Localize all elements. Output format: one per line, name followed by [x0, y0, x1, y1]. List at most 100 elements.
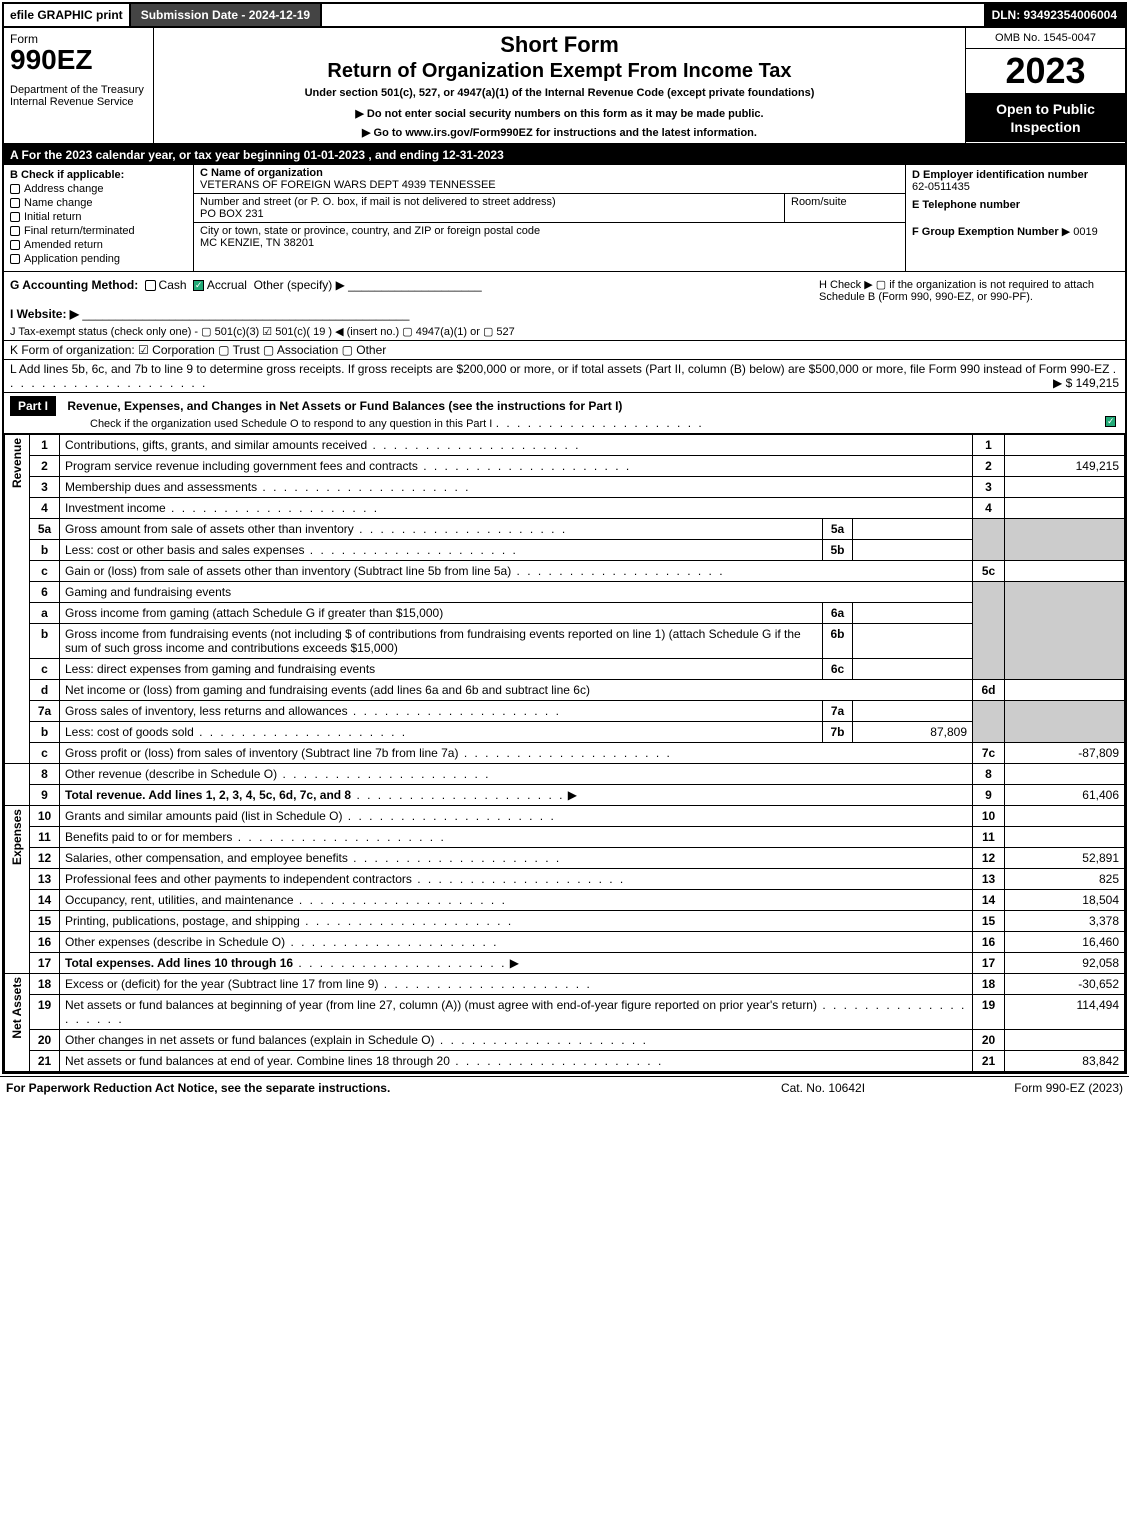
- ln6b-sn: 6b: [823, 624, 853, 659]
- col-c: C Name of organization VETERANS OF FOREI…: [194, 165, 905, 271]
- part1-label: Part I: [10, 396, 56, 416]
- ln4-cn: 4: [973, 498, 1005, 519]
- ln8-desc: Other revenue (describe in Schedule O): [60, 764, 973, 785]
- ln6d-cn: 6d: [973, 680, 1005, 701]
- ln6d-v: [1005, 680, 1125, 701]
- title-short-form: Short Form: [160, 32, 959, 58]
- org-addr: PO BOX 231: [200, 208, 264, 220]
- ln21-desc: Net assets or fund balances at end of ye…: [60, 1051, 973, 1072]
- ln4-no: 4: [30, 498, 60, 519]
- chk-amended-label: Amended return: [24, 239, 103, 251]
- part1-dots: [496, 416, 704, 430]
- topbar-spacer: [322, 4, 983, 26]
- chk-accrual[interactable]: [193, 280, 204, 291]
- d-ein-lbl: D Employer identification number: [912, 169, 1119, 181]
- ln7c-no: c: [30, 743, 60, 764]
- ln21-text: Net assets or fund balances at end of ye…: [65, 1054, 450, 1068]
- d-tel-blank: [912, 211, 1119, 225]
- ln3-v: [1005, 477, 1125, 498]
- ln13-v: 825: [1005, 869, 1125, 890]
- d-grp-lbl: F Group Exemption Number ▶ 0019: [912, 225, 1119, 238]
- chk-address[interactable]: Address change: [10, 183, 187, 195]
- ln15-desc: Printing, publications, postage, and shi…: [60, 911, 973, 932]
- ln5c-cn: 5c: [973, 561, 1005, 582]
- ln3-desc: Membership dues and assessments: [60, 477, 973, 498]
- ln16-text: Other expenses (describe in Schedule O): [65, 935, 285, 949]
- header-left: Form 990EZ Department of the Treasury In…: [4, 28, 154, 143]
- chk-name[interactable]: Name change: [10, 197, 187, 209]
- ln12-v: 52,891: [1005, 848, 1125, 869]
- ln10-no: 10: [30, 806, 60, 827]
- c-name: C Name of organization VETERANS OF FOREI…: [194, 165, 905, 194]
- ln20-cn: 20: [973, 1030, 1005, 1051]
- chk-schedule-o[interactable]: [1105, 416, 1116, 427]
- ln13-cn: 13: [973, 869, 1005, 890]
- ln18-text: Excess or (deficit) for the year (Subtra…: [65, 977, 378, 991]
- c-room: Room/suite: [785, 194, 905, 222]
- ln18-cn: 18: [973, 974, 1005, 995]
- ln19-no: 19: [30, 995, 60, 1030]
- ln6c-sn: 6c: [823, 659, 853, 680]
- efile-print[interactable]: efile GRAPHIC print: [4, 4, 131, 26]
- ln16-desc: Other expenses (describe in Schedule O): [60, 932, 973, 953]
- ln10-text: Grants and similar amounts paid (list in…: [65, 809, 342, 823]
- row-l: L Add lines 5b, 6c, and 7b to line 9 to …: [4, 360, 1125, 392]
- ln5b-no: b: [30, 540, 60, 561]
- ln7b-sv: 87,809: [853, 722, 973, 743]
- ln4-text: Investment income: [65, 501, 166, 515]
- form-container: efile GRAPHIC print Submission Date - 20…: [2, 2, 1127, 1074]
- chk-final[interactable]: Final return/terminated: [10, 225, 187, 237]
- ln7ab-grey: [973, 701, 1005, 743]
- row-j: J Tax-exempt status (check only one) - ▢…: [4, 323, 1125, 340]
- chk-pending[interactable]: Application pending: [10, 253, 187, 265]
- header-center: Short Form Return of Organization Exempt…: [154, 28, 965, 143]
- dept: Department of the Treasury Internal Reve…: [10, 84, 147, 108]
- row-k: K Form of organization: ☑ Corporation ▢ …: [4, 340, 1125, 360]
- chk-cash[interactable]: [145, 280, 156, 291]
- chk-initial-label: Initial return: [24, 211, 81, 223]
- chk-name-label: Name change: [24, 197, 93, 209]
- row-g-h: G Accounting Method: Cash Accrual Other …: [4, 272, 1125, 305]
- c-name-lbl: C Name of organization: [200, 167, 323, 179]
- ln5b-sv: [853, 540, 973, 561]
- footer-center: Cat. No. 10642I: [723, 1081, 923, 1095]
- ln15-cn: 15: [973, 911, 1005, 932]
- ln6-grey: [973, 582, 1005, 680]
- ln5b-sn: 5b: [823, 540, 853, 561]
- tax-year: 2023: [966, 49, 1125, 94]
- ln15-v: 3,378: [1005, 911, 1125, 932]
- ln14-desc: Occupancy, rent, utilities, and maintena…: [60, 890, 973, 911]
- ln12-text: Salaries, other compensation, and employ…: [65, 851, 348, 865]
- expenses-label-text: Expenses: [10, 809, 24, 865]
- chk-initial[interactable]: Initial return: [10, 211, 187, 223]
- ln6-no: 6: [30, 582, 60, 603]
- ln13-text: Professional fees and other payments to …: [65, 872, 412, 886]
- chk-amended[interactable]: Amended return: [10, 239, 187, 251]
- ln16-v: 16,460: [1005, 932, 1125, 953]
- d-grp-lbl-text: F Group Exemption Number: [912, 226, 1059, 238]
- ln6c-sv: [853, 659, 973, 680]
- ln4-desc: Investment income: [60, 498, 973, 519]
- ln3-cn: 3: [973, 477, 1005, 498]
- c-addr-row: Number and street (or P. O. box, if mail…: [194, 194, 905, 223]
- note-link[interactable]: ▶ Go to www.irs.gov/Form990EZ for instru…: [160, 126, 959, 139]
- ln8-text: Other revenue (describe in Schedule O): [65, 767, 277, 781]
- ln13-desc: Professional fees and other payments to …: [60, 869, 973, 890]
- ln5a-text: Gross amount from sale of assets other t…: [65, 522, 354, 536]
- ln1-v: [1005, 435, 1125, 456]
- footer: For Paperwork Reduction Act Notice, see …: [0, 1076, 1129, 1099]
- ln5a-sv: [853, 519, 973, 540]
- ln6a-sn: 6a: [823, 603, 853, 624]
- i-label: I Website: ▶: [10, 307, 79, 321]
- chk-pending-label: Application pending: [24, 253, 120, 265]
- org-city: MC KENZIE, TN 38201: [200, 237, 314, 249]
- d-tel-lbl: E Telephone number: [912, 199, 1119, 211]
- ln2-desc: Program service revenue including govern…: [60, 456, 973, 477]
- ln5b-desc: Less: cost or other basis and sales expe…: [60, 540, 823, 561]
- ln3-no: 3: [30, 477, 60, 498]
- ln10-desc: Grants and similar amounts paid (list in…: [60, 806, 973, 827]
- ln7a-text: Gross sales of inventory, less returns a…: [65, 704, 348, 718]
- ln6a-desc: Gross income from gaming (attach Schedul…: [60, 603, 823, 624]
- ln17-cn: 17: [973, 953, 1005, 974]
- part1-header: Part I Revenue, Expenses, and Changes in…: [4, 392, 1125, 434]
